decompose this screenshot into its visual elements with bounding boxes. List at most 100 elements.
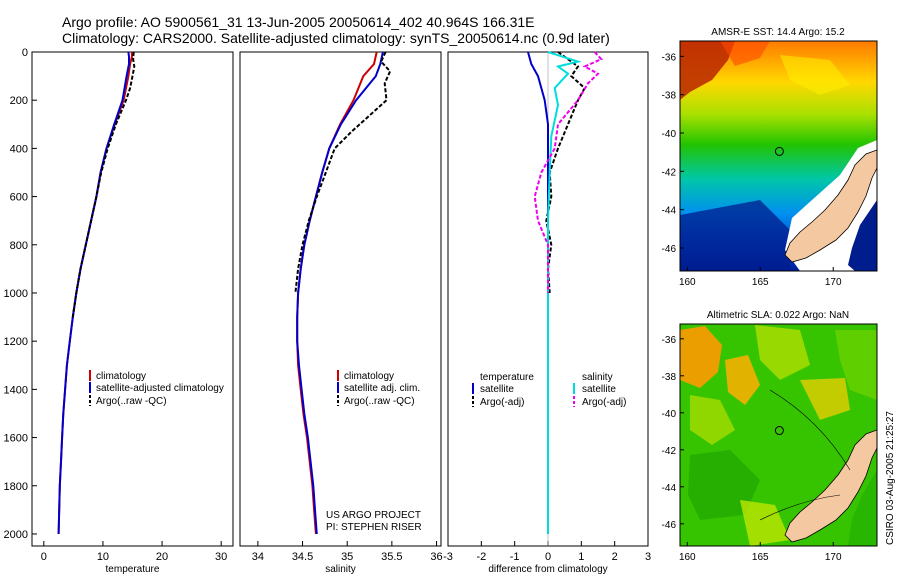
x-tick-label: -2 <box>476 551 486 563</box>
lon-tick-label: 170 <box>825 552 842 563</box>
difference-panel: -3 -2 -1 0 1 2 3 difference from climatology <box>443 51 651 575</box>
x-tick-label: 3 <box>645 551 651 563</box>
lon-tick-label: 170 <box>825 277 842 288</box>
x-tick-label: -1 <box>510 551 520 563</box>
sla-mid-patch <box>740 500 790 546</box>
land-south-island <box>784 429 877 543</box>
series-salinity-argo-adj <box>533 51 603 293</box>
salinity-legend: climatology satellite adj. clim. Argo(..… <box>337 370 420 407</box>
figure-title-line1: Argo profile: AO 5900561_31 13-Jun-2005 … <box>62 14 535 30</box>
lat-tick-label: -44 <box>662 206 677 217</box>
y-tick-label: 1400 <box>4 384 28 396</box>
x-tick-label: 35.5 <box>381 551 402 563</box>
difference-x-axis-label: difference from climatology <box>488 564 607 575</box>
argo-location-marker <box>774 146 784 156</box>
legend-label-temp-argo: Argo(-adj) <box>480 397 524 408</box>
sst-warm-patch <box>780 55 850 95</box>
x-tick-label: 10 <box>97 551 109 563</box>
series-argo-raw-qc <box>294 51 392 294</box>
lat-tick-label: -46 <box>662 520 677 531</box>
sla-map-frame <box>679 323 878 547</box>
sla-map-title: Altimetric SLA: 0.022 Argo: NaN <box>707 310 849 321</box>
legend-label-argo: Argo(..raw -QC) <box>96 396 167 407</box>
legend-label-satellite-adj: satellite adj. clim. <box>344 383 420 394</box>
lat-tick-label: -40 <box>662 409 677 420</box>
y-tick-label: 800 <box>10 240 28 252</box>
sla-high-patch <box>800 378 850 420</box>
lon-tick-label: 160 <box>679 552 696 563</box>
y-tick-label: 200 <box>10 95 28 107</box>
legend-label-climatology: climatology <box>344 371 394 382</box>
sst-cold-patch <box>680 200 790 271</box>
legend-label-temp-satellite: satellite <box>480 384 514 395</box>
sla-high-patch <box>680 326 722 388</box>
sst-warm-patch <box>680 41 735 100</box>
x-tick-label: 20 <box>156 551 168 563</box>
sst-cold-patch <box>848 200 877 271</box>
sst-map: AMSR-E SST: 14.4 Argo: 15.2 160 165 170 -36… <box>662 27 878 288</box>
sla-low-patch <box>848 470 877 546</box>
y-tick-label: 0 <box>22 47 28 59</box>
sla-map-ticks: 160 165 170 -36 -38 -40 -42 -44 -46 <box>662 335 842 563</box>
sla-map: Altimetric SLA: 0.022 Argo: NaN 160 165 17… <box>662 310 878 563</box>
x-tick-label: 0 <box>545 551 551 563</box>
lat-tick-label: -42 <box>662 167 677 178</box>
sst-warm-patch <box>720 41 770 66</box>
lat-tick-label: -38 <box>662 91 677 102</box>
temperature-panel: 0 10 20 30 0 200 400 600 800 1000 1200 1400 1600 1800… <box>4 47 234 575</box>
lat-tick-label: -36 <box>662 335 677 346</box>
y-tick-label: 1000 <box>4 288 28 300</box>
series-satellite-adj-clim <box>296 51 384 535</box>
legend-label-satellite-adjusted: satellite-adjusted climatology <box>96 383 224 394</box>
bathymetry-contour <box>769 389 851 471</box>
sla-mid-patch <box>690 395 735 445</box>
x-tick-label: 34.5 <box>292 551 313 563</box>
legend-label-argo: Argo(..raw -QC) <box>344 396 415 407</box>
sla-high-patch <box>725 355 760 405</box>
legend-label-sal-satellite: satellite <box>582 384 616 395</box>
csiro-timestamp: CSIRO 03-Aug-2005 21:25:27 <box>885 411 896 545</box>
lon-tick-label: 165 <box>752 277 769 288</box>
x-tick-label: -3 <box>443 551 453 563</box>
x-tick-label: 36 <box>430 551 442 563</box>
lat-tick-label: -38 <box>662 372 677 383</box>
lon-tick-label: 160 <box>679 277 696 288</box>
temperature-legend: climatology satellite-adjusted climatolo… <box>89 370 224 407</box>
sst-map-title: AMSR-E SST: 14.4 Argo: 15.2 <box>711 27 845 38</box>
difference-legend: temperature satellite Argo(-adj) salinit… <box>472 372 626 408</box>
x-tick-label: 1 <box>578 551 584 563</box>
x-tick-label: 0 <box>41 551 47 563</box>
y-tick-label: 1600 <box>4 433 28 445</box>
lat-tick-label: -44 <box>662 483 677 494</box>
legend-label-climatology: climatology <box>96 371 146 382</box>
project-annotation-line2: PI: STEPHEN RISER <box>326 522 422 533</box>
legend-label-sal-argo: Argo(-adj) <box>582 397 626 408</box>
sst-map-frame <box>679 40 878 272</box>
salinity-x-axis-label: salinity <box>325 564 356 575</box>
temperature-x-axis-label: temperature <box>106 564 160 575</box>
lat-tick-label: -42 <box>662 446 677 457</box>
project-annotation-line1: US ARGO PROJECT <box>326 510 421 521</box>
x-tick-label: 30 <box>215 551 227 563</box>
series-temperature-argo-adj <box>545 51 586 294</box>
bathymetry-contour <box>759 494 841 521</box>
figure-title-line2: Climatology: CARS2000. Satellite-adjuste… <box>62 30 610 46</box>
land-south-island <box>784 149 877 263</box>
sla-mid-patch <box>835 330 877 400</box>
lat-tick-label: -36 <box>662 52 677 63</box>
y-tick-label: 2000 <box>4 529 28 541</box>
lon-tick-label: 165 <box>752 552 769 563</box>
sst-map-ticks: 160 165 170 -36 -38 -40 -42 -44 -46 <box>662 52 842 288</box>
temperature-plot-area <box>31 51 234 547</box>
y-tick-label: 1800 <box>4 481 28 493</box>
lat-tick-label: -46 <box>662 244 677 255</box>
legend-heading-salinity: salinity <box>582 372 613 383</box>
lat-tick-label: -40 <box>662 129 677 140</box>
series-argo-raw-qc <box>71 51 136 318</box>
salinity-plot-area <box>239 51 442 547</box>
legend-heading-temperature: temperature <box>480 372 534 383</box>
x-tick-label: 34 <box>252 551 264 563</box>
salinity-panel: 34 34.5 35 35.5 36 salinity <box>239 51 443 575</box>
x-tick-label: 2 <box>612 551 618 563</box>
